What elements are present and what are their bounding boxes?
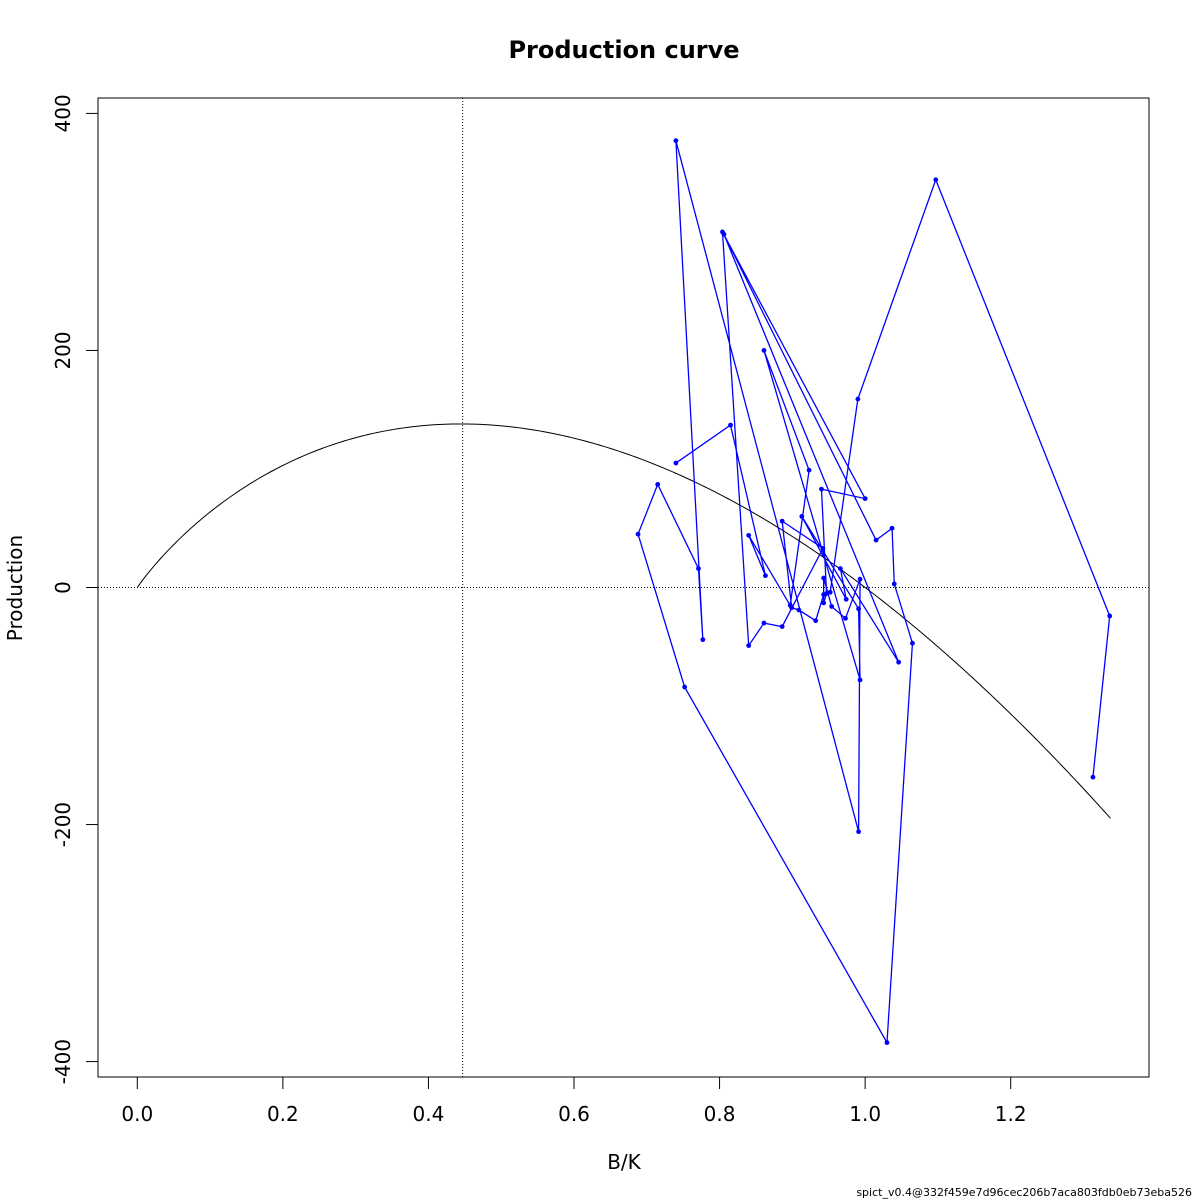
data-point: [796, 607, 802, 613]
version-footer: spict_v0.4@332f459e7d96cec206b7aca803fdb…: [856, 1186, 1192, 1199]
data-point: [806, 467, 812, 473]
data-point: [635, 531, 641, 537]
series-line: [637, 140, 1111, 1045]
x-tick-label: 1.0: [849, 1102, 881, 1126]
data-point: [855, 396, 861, 402]
data-point: [746, 532, 752, 538]
data-point: [720, 229, 725, 235]
x-tick-label: 0.2: [267, 1102, 299, 1126]
data-point: [728, 422, 733, 428]
y-tick-label: 400: [51, 94, 75, 132]
y-axis-label: Production: [3, 535, 27, 641]
data-point: [1090, 774, 1096, 780]
data-point: [799, 513, 805, 519]
y-tick-label: 200: [51, 331, 75, 369]
data-point: [673, 460, 679, 466]
x-tick-label: 0.4: [413, 1102, 445, 1126]
x-axis: 0.0 0.2 0.4 0.6 0.8 1.0 1.2: [121, 1076, 1027, 1126]
data-point: [763, 573, 768, 579]
data-point: [696, 566, 701, 571]
y-axis: -400 -200 0 200 400: [51, 94, 99, 1084]
x-tick-label: 0.6: [558, 1102, 590, 1126]
data-point: [820, 545, 826, 551]
curve-layer: [136, 423, 1111, 819]
y-tick-label: -400: [51, 1039, 75, 1084]
data-point: [779, 624, 785, 630]
reference-lines: [98, 98, 1149, 1077]
data-point: [862, 496, 868, 502]
data-point: [761, 348, 767, 353]
data-point: [746, 643, 752, 648]
data-point: [779, 518, 785, 524]
data-point: [889, 525, 895, 531]
data-point: [884, 1040, 890, 1046]
x-tick-label: 0.0: [121, 1102, 153, 1126]
data-point: [821, 600, 827, 606]
data-point: [843, 596, 849, 602]
x-tick-label: 1.2: [995, 1102, 1027, 1126]
data-point: [896, 659, 902, 665]
data-point: [700, 637, 706, 643]
data-point: [857, 576, 863, 582]
data-point: [856, 606, 861, 612]
data-point: [857, 677, 863, 683]
chart-title: Production curve: [508, 36, 739, 64]
data-point: [933, 177, 939, 183]
data-point: [873, 537, 879, 543]
data-point: [829, 604, 835, 609]
data-point: [813, 618, 819, 624]
data-point: [910, 640, 915, 646]
x-axis-label: B/K: [607, 1150, 641, 1174]
production-curve: [136, 423, 1111, 819]
data-point: [821, 592, 827, 598]
data-point: [821, 575, 827, 581]
x-tick-label: 0.8: [704, 1102, 736, 1126]
y-tick-label: -200: [51, 802, 75, 847]
data-point: [856, 829, 861, 835]
data-point: [843, 615, 848, 621]
data-point: [789, 605, 795, 611]
data-point: [819, 486, 824, 492]
data-point: [673, 138, 679, 144]
data-point: [827, 589, 833, 595]
data-point: [891, 581, 897, 587]
series-layer: [635, 138, 1113, 1046]
data-point: [837, 566, 843, 571]
data-point: [761, 620, 767, 626]
data-point: [682, 684, 688, 690]
y-tick-label: 0: [51, 581, 75, 594]
data-point: [655, 481, 661, 487]
data-point: [1107, 613, 1113, 619]
